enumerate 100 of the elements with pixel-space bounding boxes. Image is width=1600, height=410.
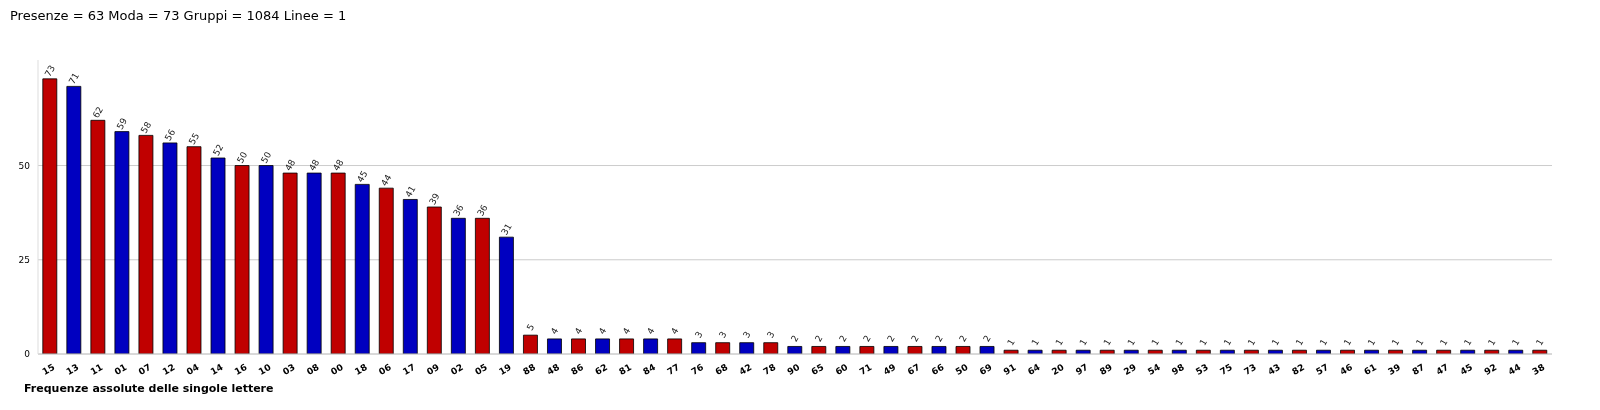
data-label: 4 [620, 325, 633, 336]
data-label: 44 [379, 172, 394, 188]
x-tick-label: 73 [1242, 361, 1259, 377]
bar [499, 236, 514, 354]
data-label: 1 [1125, 337, 1138, 348]
x-tick-label: 62 [593, 361, 610, 377]
bar [883, 346, 899, 354]
x-tick-label: 61 [1362, 361, 1379, 377]
x-tick-label: 87 [1410, 361, 1427, 377]
data-label: 2 [957, 333, 969, 344]
y-tick-label: 50 [18, 160, 31, 171]
data-label: 1 [1293, 337, 1306, 348]
bar [306, 172, 322, 354]
x-tick-label: 00 [328, 361, 345, 377]
x-tick-label: 14 [208, 361, 225, 377]
x-tick-label: 46 [1338, 361, 1355, 377]
data-label: 52 [210, 142, 226, 158]
data-label: 4 [644, 325, 657, 336]
x-tick-label: 64 [1025, 361, 1042, 377]
bar [450, 217, 466, 354]
data-label: 1 [1197, 337, 1210, 348]
x-tick-label: 42 [737, 361, 754, 377]
bar [571, 338, 586, 354]
x-tick-label: 45 [1458, 361, 1475, 377]
x-tick-label: 66 [929, 361, 946, 377]
y-tick-label: 0 [24, 349, 31, 360]
data-label: 1 [1101, 337, 1114, 348]
data-label: 1 [1510, 337, 1522, 348]
x-tick-label: 86 [569, 361, 586, 377]
data-label: 3 [717, 329, 729, 340]
x-tick-label: 10 [256, 361, 273, 377]
bar [619, 338, 634, 354]
x-tick-label: 75 [1218, 361, 1234, 377]
x-tick-label: 44 [1506, 361, 1523, 377]
x-tick-label: 60 [833, 361, 850, 377]
data-label: 1 [1029, 337, 1041, 348]
bar [547, 338, 562, 354]
x-tick-label: 97 [1073, 361, 1090, 377]
x-tick-label: 98 [1170, 361, 1186, 377]
data-label: 48 [331, 157, 346, 173]
data-label: 1 [1438, 337, 1450, 348]
x-tick-label: 20 [1049, 361, 1066, 377]
x-tick-label: 19 [497, 361, 514, 377]
x-tick-label: 82 [1290, 361, 1307, 377]
bar [931, 346, 947, 354]
x-tick-label: 39 [1386, 361, 1403, 377]
data-label: 4 [572, 325, 585, 336]
x-tick-label: 54 [1146, 361, 1162, 377]
data-label: 4 [669, 325, 681, 336]
bar [835, 346, 851, 354]
bar [667, 338, 683, 354]
bar [811, 346, 827, 354]
bar [643, 338, 658, 354]
x-tick-label: 68 [713, 361, 730, 377]
data-label: 1 [1077, 337, 1090, 348]
x-tick-label: 29 [1122, 361, 1138, 377]
data-label: 50 [235, 149, 250, 166]
bar [66, 85, 82, 354]
x-tick-label: 71 [857, 361, 874, 377]
data-label: 1 [1149, 337, 1162, 348]
data-label: 1 [1534, 337, 1546, 348]
bar [378, 187, 394, 354]
data-label: 3 [765, 329, 777, 340]
x-tick-label: 67 [905, 361, 922, 377]
x-tick-label: 65 [809, 361, 826, 377]
x-axis-title: Frequenze assolute delle singole lettere [24, 382, 274, 395]
bar [859, 346, 875, 354]
bar [258, 165, 274, 354]
x-tick-label: 91 [1001, 361, 1018, 377]
data-label: 1 [1341, 337, 1354, 348]
bar [354, 183, 370, 354]
data-label: 1 [1317, 337, 1330, 348]
data-label: 41 [403, 184, 418, 199]
bar [907, 346, 923, 354]
bar [234, 165, 250, 354]
data-label: 4 [596, 325, 609, 336]
bar [162, 142, 178, 354]
data-label: 3 [741, 329, 753, 340]
x-tick-label: 76 [689, 361, 706, 377]
bar [138, 134, 154, 354]
bar [763, 342, 779, 354]
data-label: 4 [548, 325, 561, 336]
bar [739, 342, 755, 354]
data-label: 3 [693, 329, 705, 340]
x-tick-label: 11 [88, 361, 105, 377]
data-label: 2 [909, 333, 921, 344]
bar [955, 346, 971, 354]
x-tick-label: 88 [521, 361, 538, 377]
bar [523, 334, 538, 354]
data-label: 45 [355, 169, 370, 184]
bar [691, 342, 707, 354]
x-tick-label: 08 [304, 361, 321, 377]
x-tick-label: 43 [1266, 361, 1283, 377]
x-tick-label: 18 [353, 361, 369, 377]
bar [114, 131, 130, 354]
data-label: 1 [1245, 337, 1258, 348]
x-tick-label: 17 [401, 361, 417, 377]
data-label: 58 [138, 119, 154, 135]
x-tick-label: 09 [425, 361, 441, 377]
x-tick-label: 81 [617, 361, 634, 377]
